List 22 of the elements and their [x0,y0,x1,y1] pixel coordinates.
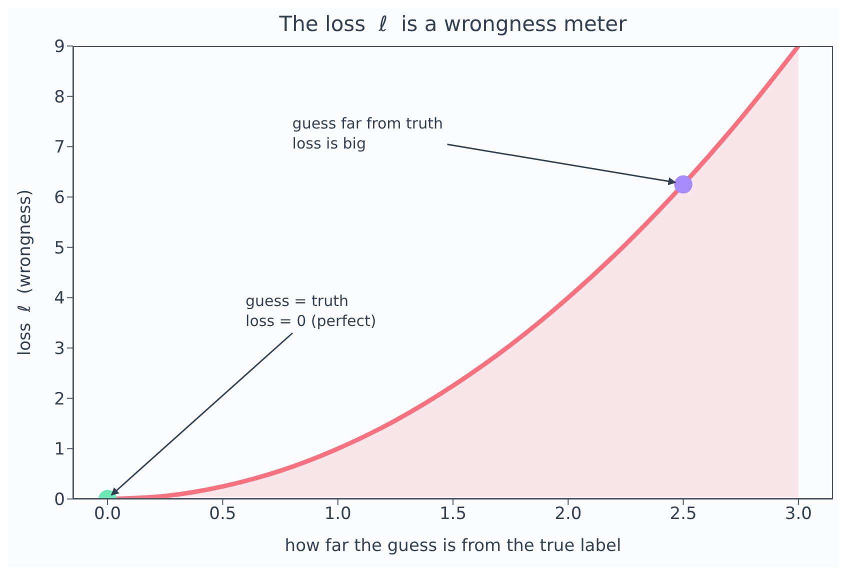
x-tick-label: 2.0 [554,504,582,524]
y-tick-label: 5 [54,238,65,258]
y-tick-label: 1 [54,440,65,460]
y-tick-label: 8 [54,87,65,108]
y-tick-label: 6 [54,188,65,208]
chart-title: The loss ℓ is a wrongness meter [278,12,628,36]
x-tick-label: 1.5 [439,504,467,524]
x-axis-title: how far the guess is from the true label [284,536,622,556]
y-tick-label: 0 [54,490,65,510]
y-tick-label: 4 [54,288,65,309]
x-tick-label: 3.0 [784,504,812,524]
y-tick-label: 2 [54,389,65,410]
annotation: guess far from truth loss is big [292,114,443,152]
annotation: guess = truth loss = 0 (perfect) [246,292,376,330]
x-tick-label: 0.5 [209,504,236,524]
y-axis-title: loss ℓ (wrongness) [15,189,35,356]
y-tick-label: 7 [54,138,65,158]
x-tick-label: 1.0 [324,504,352,524]
y-tick-label: 3 [54,339,65,360]
x-tick-label: 2.5 [670,504,697,524]
y-tick-label: 9 [54,37,65,58]
x-tick-label: 0.0 [94,504,122,524]
